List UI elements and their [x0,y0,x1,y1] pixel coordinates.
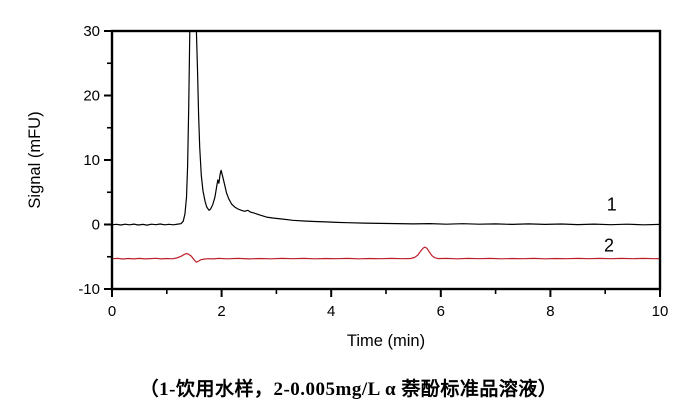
x-axis-title: Time (min) [347,332,425,350]
y-tick-label: 0 [92,217,100,234]
x-tick-label: 2 [217,303,225,320]
x-tick-label: 8 [546,303,554,320]
x-tick-label: 10 [652,303,669,320]
x-tick-label: 4 [327,303,335,320]
y-tick-label: 10 [83,152,100,169]
y-tick-label: 20 [83,88,100,105]
series-1-label: 1 [607,194,617,214]
series-2-label: 2 [604,236,614,256]
series-1-trace [112,31,660,226]
y-tick-label: -10 [78,281,100,298]
chromatogram-chart: 0 2 4 6 8 10 -10 0 10 20 30 Time (min) Signal (mFU) 1… [26,23,669,350]
series-2-trace [112,246,660,263]
x-tick-label: 6 [437,303,445,320]
plot-border [110,29,662,291]
figure-caption: （1-饮用水样，2-0.005mg/L α 萘酚标准品溶液） [139,379,558,400]
y-tick-label: 30 [83,23,100,40]
x-tick-label: 0 [108,303,116,320]
y-axis-title: Signal (mFU) [26,111,44,208]
